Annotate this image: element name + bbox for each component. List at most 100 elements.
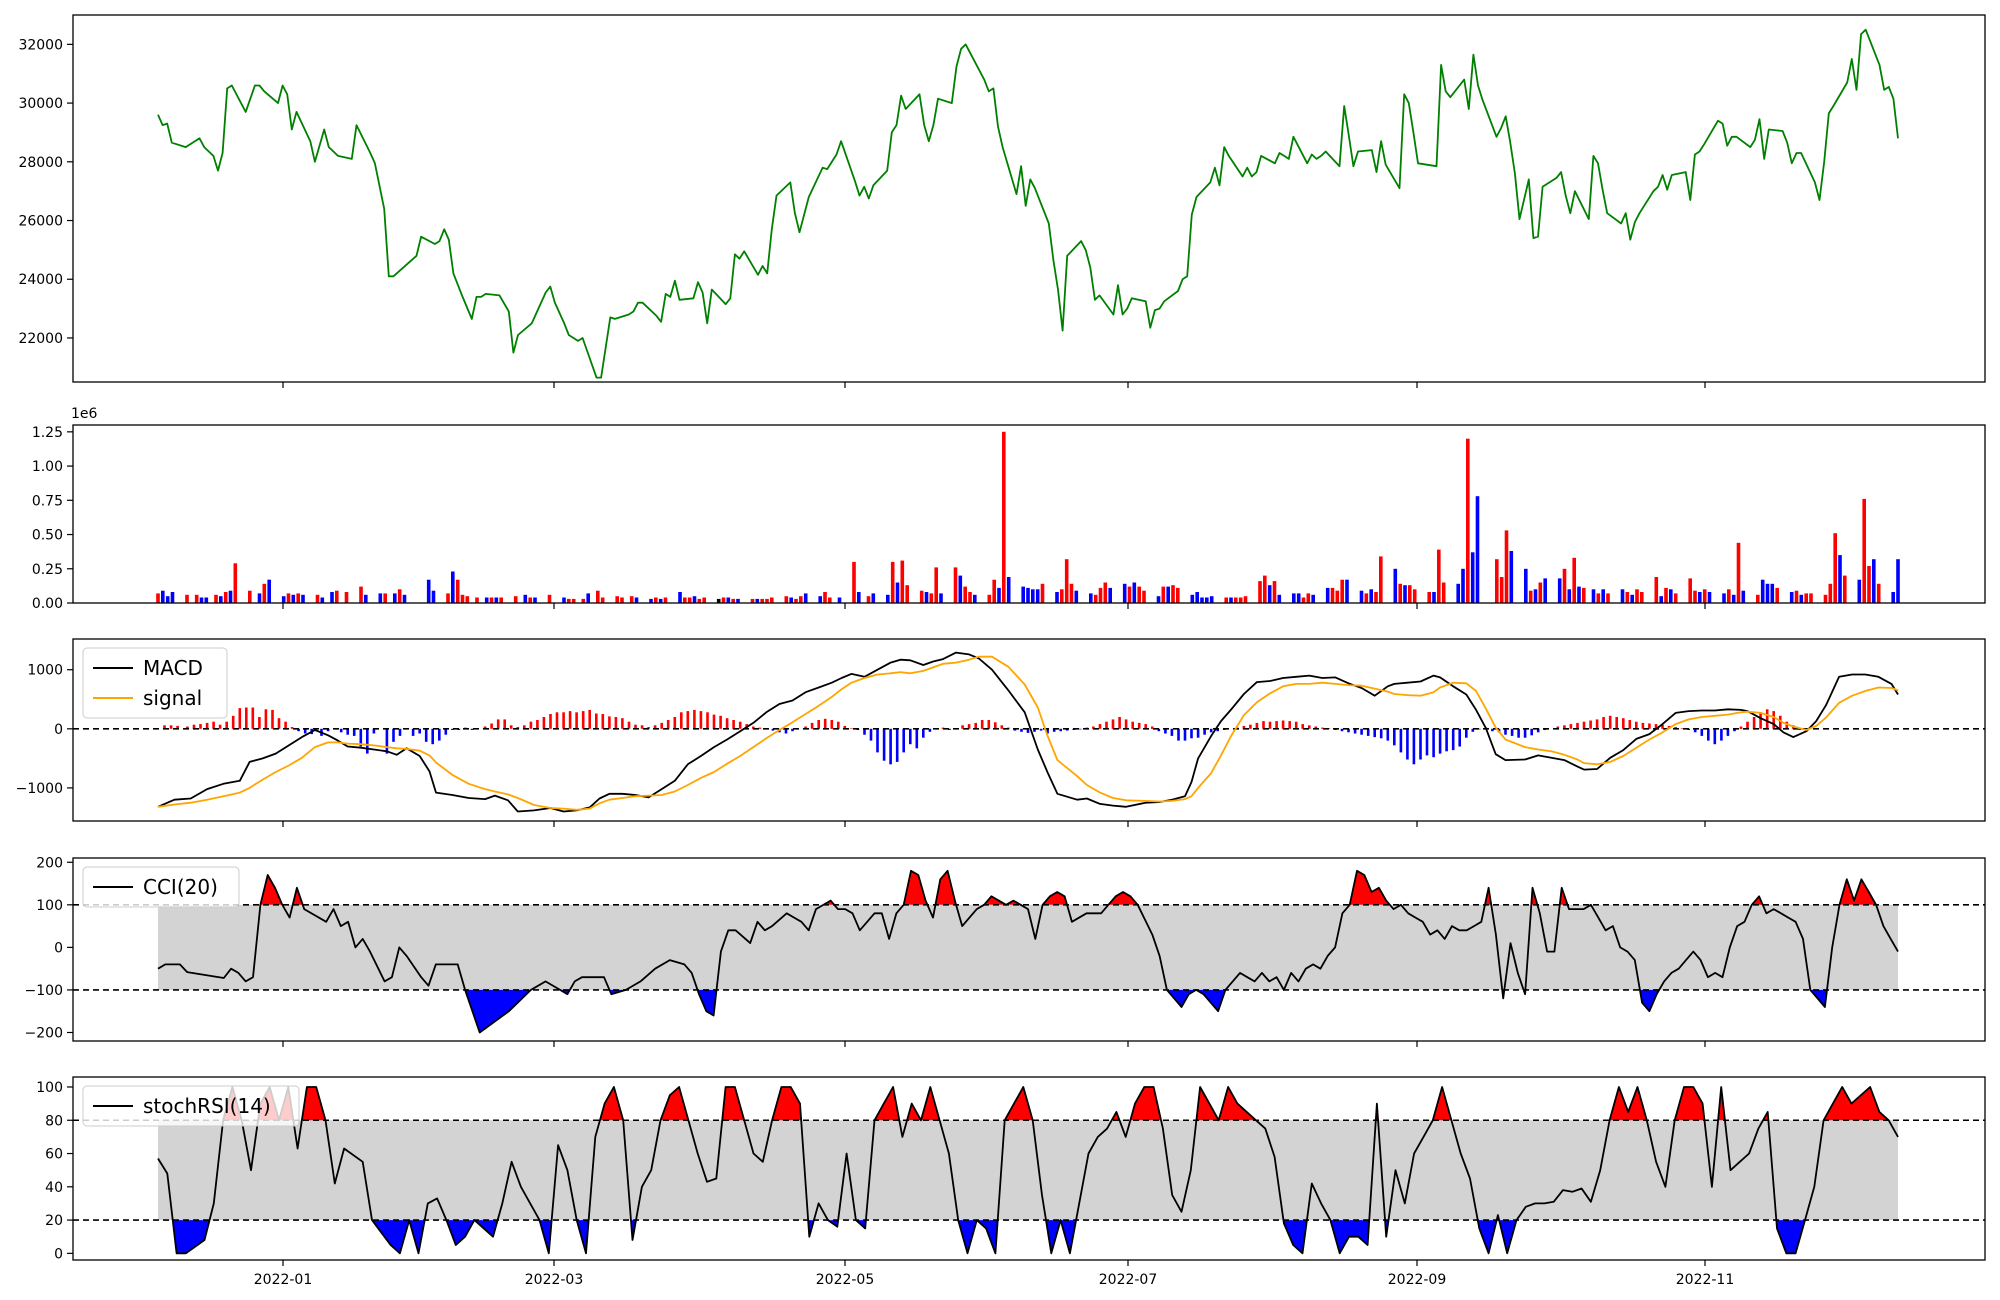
volume-bar bbox=[1040, 583, 1045, 603]
volume-bar bbox=[1727, 589, 1731, 603]
macd-histogram-bar bbox=[1720, 728, 1723, 741]
volume-bar bbox=[1591, 589, 1596, 603]
stochrsi-overbought-fill bbox=[921, 1087, 940, 1121]
volume-bar bbox=[1528, 590, 1533, 603]
volume-bar bbox=[1026, 587, 1030, 603]
macd-histogram-bar bbox=[470, 728, 474, 730]
volume-bar bbox=[1296, 593, 1301, 603]
macd-histogram-bar bbox=[431, 728, 434, 745]
macd-histogram-bar bbox=[1020, 728, 1023, 732]
macd-histogram-bar bbox=[1517, 728, 1520, 738]
volume-bar bbox=[1171, 585, 1175, 603]
volume-y-tick-label: 0.25 bbox=[32, 562, 63, 578]
volume-bar bbox=[1635, 589, 1639, 603]
cci-oversold-fill bbox=[697, 989, 717, 1016]
cci-oversold-fill bbox=[1639, 989, 1660, 1012]
cci-y-tick-label: 100 bbox=[36, 898, 63, 914]
macd-histogram-bar bbox=[967, 724, 971, 729]
cci-legend-label: CCI(20) bbox=[143, 875, 218, 899]
volume-bar bbox=[760, 598, 764, 603]
macd-histogram-bar bbox=[608, 716, 611, 729]
volume-bar bbox=[1374, 592, 1378, 603]
volume-bar bbox=[1166, 586, 1170, 603]
volume-y-tick-label: 1.00 bbox=[32, 459, 63, 475]
macd-histogram-bar bbox=[1536, 728, 1540, 733]
stochrsi-overbought-fill bbox=[874, 1087, 900, 1121]
volume-bar bbox=[1412, 589, 1417, 603]
macd-panel: −1000 0 1000 MACD signal bbox=[16, 638, 1986, 827]
price-y-tick-label: 22000 bbox=[18, 331, 63, 347]
macd-histogram-bar bbox=[1242, 725, 1246, 729]
macd-histogram-bar bbox=[411, 728, 415, 736]
volume-bar bbox=[600, 597, 605, 603]
macd-legend-label: signal bbox=[143, 686, 202, 710]
stochrsi-line bbox=[157, 1086, 1899, 1255]
stochrsi-oversold-fill bbox=[1477, 1220, 1497, 1254]
stochrsi-legend bbox=[82, 1085, 300, 1127]
macd-histogram-bar bbox=[503, 719, 506, 729]
macd-histogram-bar bbox=[895, 728, 899, 762]
macd-histogram-bar bbox=[169, 725, 173, 729]
price-y-tick-label: 28000 bbox=[18, 155, 63, 171]
volume-bar bbox=[716, 598, 721, 603]
volume-bar bbox=[1572, 557, 1576, 603]
volume-bar bbox=[997, 587, 1001, 603]
price-y-tick-label: 30000 bbox=[18, 96, 63, 112]
macd-histogram-bar bbox=[1275, 721, 1278, 729]
macd-histogram-bar bbox=[1635, 721, 1638, 729]
stochrsi-oversold-fill bbox=[409, 1220, 425, 1254]
macd-histogram-bar bbox=[1412, 728, 1416, 765]
volume-panel: 0.00 0.25 0.50 0.75 1.00 1.25 1e6 bbox=[32, 406, 1986, 612]
macd-histogram-bar bbox=[1491, 728, 1494, 732]
volume-bar bbox=[562, 597, 566, 603]
macd-histogram-bar bbox=[909, 728, 912, 745]
volume-y-tick-label: 0.75 bbox=[32, 493, 63, 509]
macd-histogram-bar bbox=[326, 728, 330, 732]
macd-histogram-bar bbox=[1052, 728, 1056, 732]
macd-histogram-bar bbox=[1281, 720, 1285, 729]
macd-histogram-bar bbox=[1026, 728, 1030, 733]
volume-bar bbox=[736, 598, 740, 603]
volume-bar bbox=[934, 567, 938, 603]
macd-histogram-bar bbox=[163, 725, 166, 729]
volume-bar bbox=[1035, 589, 1040, 603]
volume-bar bbox=[1823, 594, 1828, 603]
stochrsi-y-tick-label: 20 bbox=[45, 1213, 63, 1229]
macd-histogram-bar bbox=[1379, 728, 1383, 739]
volume-bar bbox=[204, 597, 209, 603]
volume-bar bbox=[219, 596, 223, 603]
macd-histogram-bar bbox=[264, 709, 268, 729]
macd-histogram-bar bbox=[1582, 721, 1586, 729]
stochrsi-x-tick-label: 2022-05 bbox=[816, 1272, 875, 1288]
macd-histogram-bar bbox=[542, 717, 546, 729]
volume-offset-label: 1e6 bbox=[71, 406, 98, 422]
volume-bar bbox=[1122, 583, 1127, 603]
macd-histogram-bar bbox=[1065, 728, 1069, 731]
volume-bar bbox=[866, 596, 871, 603]
macd-histogram-bar bbox=[601, 714, 605, 729]
volume-bar bbox=[1838, 555, 1842, 603]
macd-histogram-bar bbox=[1308, 725, 1311, 729]
macd-histogram-bar bbox=[366, 728, 369, 754]
macd-histogram-bar bbox=[1622, 718, 1625, 729]
volume-bar bbox=[1364, 593, 1369, 603]
macd-histogram-bar bbox=[385, 728, 389, 754]
volume-bar bbox=[1659, 596, 1663, 603]
stochrsi-legend-label: stochRSI(14) bbox=[143, 1094, 271, 1118]
macd-histogram-bar bbox=[398, 728, 402, 736]
volume-bar bbox=[1466, 438, 1470, 603]
volume-bar bbox=[1693, 590, 1697, 603]
macd-histogram-bar bbox=[372, 728, 376, 734]
volume-bar bbox=[586, 593, 590, 603]
stochrsi-panel: 0 20 40 60 80 100 2022-01 2022-03 2022-05 2022-07… bbox=[36, 1076, 1986, 1288]
macd-histogram-bar bbox=[928, 728, 932, 732]
volume-bar bbox=[1722, 593, 1726, 603]
volume-bar bbox=[1437, 549, 1441, 603]
volume-bar bbox=[1398, 583, 1402, 603]
volume-y-tick-label: 0.00 bbox=[32, 596, 63, 612]
volume-bar bbox=[1654, 577, 1659, 603]
macd-histogram-bar bbox=[1654, 724, 1658, 729]
stochrsi-y-tick-label: 80 bbox=[45, 1113, 63, 1129]
cci-panel: −200 −100 0 100 200 CCI(20) bbox=[25, 855, 1986, 1047]
